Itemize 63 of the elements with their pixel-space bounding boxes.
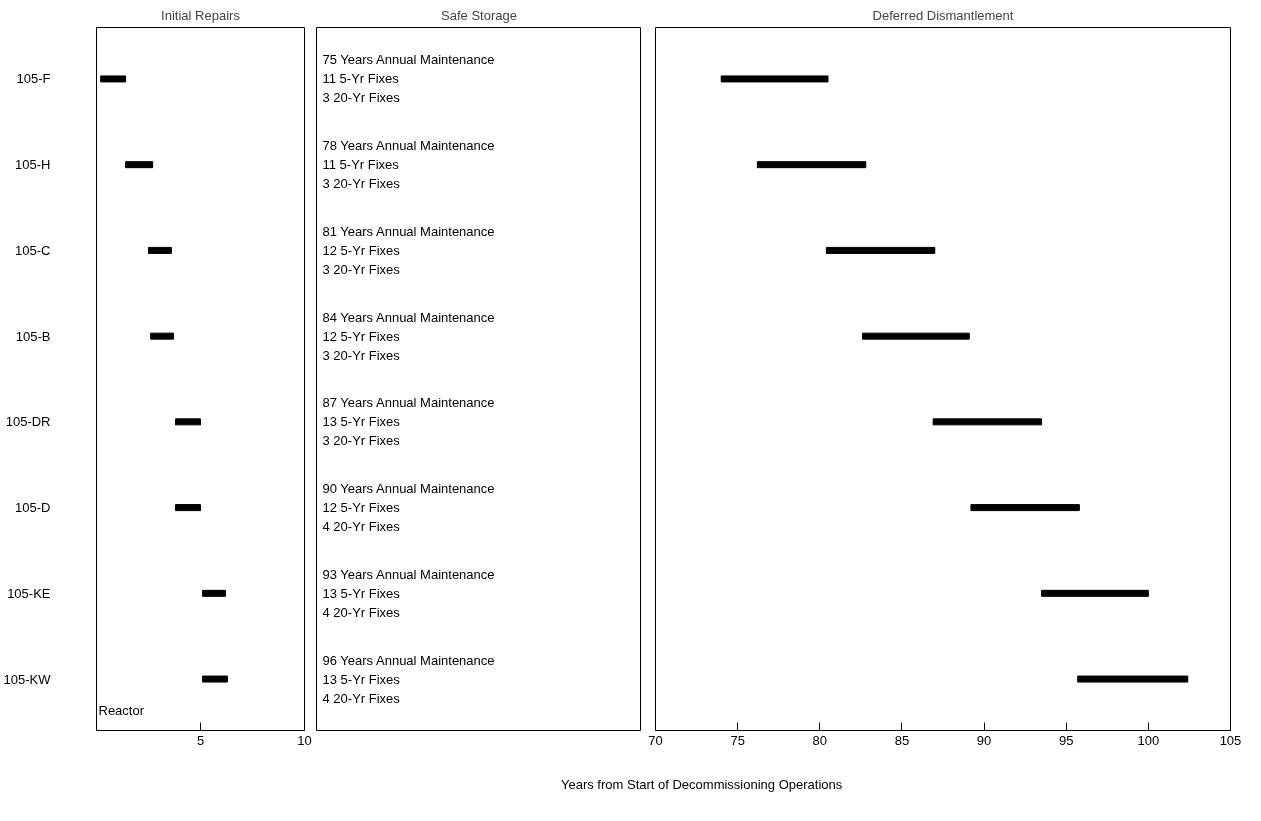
x-tick-label: 90 xyxy=(976,732,992,748)
bar xyxy=(148,246,172,254)
text: 4 20-Yr Fixes xyxy=(322,519,401,535)
text: 11 5-Yr Fixes xyxy=(322,71,400,87)
text: 93 Years Annual Maintenance xyxy=(322,566,495,582)
bar xyxy=(720,75,829,83)
y-tick-label: 105-C xyxy=(15,242,51,258)
bar xyxy=(862,332,970,340)
bar xyxy=(175,504,201,512)
y-tick-label: 105-KW xyxy=(3,671,52,687)
text: 3 20-Yr Fixes xyxy=(322,433,401,449)
text: 11 5-Yr Fixes xyxy=(322,157,400,173)
y-tick-label: 105-D xyxy=(15,500,51,516)
text: 4 20-Yr Fixes xyxy=(322,690,401,706)
text: 12 5-Yr Fixes xyxy=(322,328,401,344)
text: 13 5-Yr Fixes xyxy=(322,414,401,430)
y-tick-label: 105-B xyxy=(15,328,51,344)
bar xyxy=(175,418,201,426)
y-tick-label: 105-DR xyxy=(5,414,51,430)
text: 78 Years Annual Maintenance xyxy=(322,138,495,154)
bar xyxy=(970,504,1080,512)
y-tick-label: 105-H xyxy=(15,157,51,173)
x-tick-label: 10 xyxy=(297,732,312,748)
text: 87 Years Annual Maintenance xyxy=(322,395,495,411)
chart-title: Initial Repairs xyxy=(161,7,241,23)
text: 13 5-Yr Fixes xyxy=(322,671,401,687)
x-tick-label: 100 xyxy=(1137,732,1160,748)
text: 12 5-Yr Fixes xyxy=(322,242,401,258)
bar xyxy=(825,246,936,254)
bar xyxy=(150,332,174,340)
y-tick-label: 105-KE xyxy=(7,585,51,601)
bar xyxy=(202,589,226,597)
bar xyxy=(125,161,154,169)
x-tick-label: 85 xyxy=(894,732,910,748)
text: 3 20-Yr Fixes xyxy=(322,261,401,277)
text: 3 20-Yr Fixes xyxy=(322,90,401,106)
bar xyxy=(1077,675,1189,683)
text: 3 20-Yr Fixes xyxy=(322,176,401,192)
bar xyxy=(756,161,867,169)
bar xyxy=(100,75,127,83)
text: 84 Years Annual Maintenance xyxy=(322,309,495,325)
x-tick-label: 105 xyxy=(1219,732,1242,748)
text: 3 20-Yr Fixes xyxy=(322,347,401,363)
bar xyxy=(202,675,229,683)
text: 13 5-Yr Fixes xyxy=(322,585,401,601)
x-tick-label: 5 xyxy=(196,732,205,748)
x-tick-label: 70 xyxy=(648,732,663,748)
text: Years from Start of Decommissioning Operations xyxy=(560,776,843,792)
y-tick-label: 105-F xyxy=(16,71,51,87)
text: 90 Years Annual Maintenance xyxy=(322,481,495,497)
text: Safe Storage xyxy=(441,7,517,23)
y-axis-title: Reactor xyxy=(98,703,145,718)
text: 12 5-Yr Fixes xyxy=(322,500,401,516)
x-tick-label: 80 xyxy=(812,732,828,748)
x-tick-label: 95 xyxy=(1058,732,1074,748)
chart-title: Deferred Dismantlement xyxy=(872,7,1014,23)
text: 4 20-Yr Fixes xyxy=(322,604,401,620)
bar xyxy=(932,418,1043,426)
text: 81 Years Annual Maintenance xyxy=(322,223,495,239)
x-tick-label: 75 xyxy=(730,732,745,748)
bar xyxy=(1041,589,1149,597)
text: 96 Years Annual Maintenance xyxy=(322,652,495,668)
text: 75 Years Annual Maintenance xyxy=(322,52,495,68)
